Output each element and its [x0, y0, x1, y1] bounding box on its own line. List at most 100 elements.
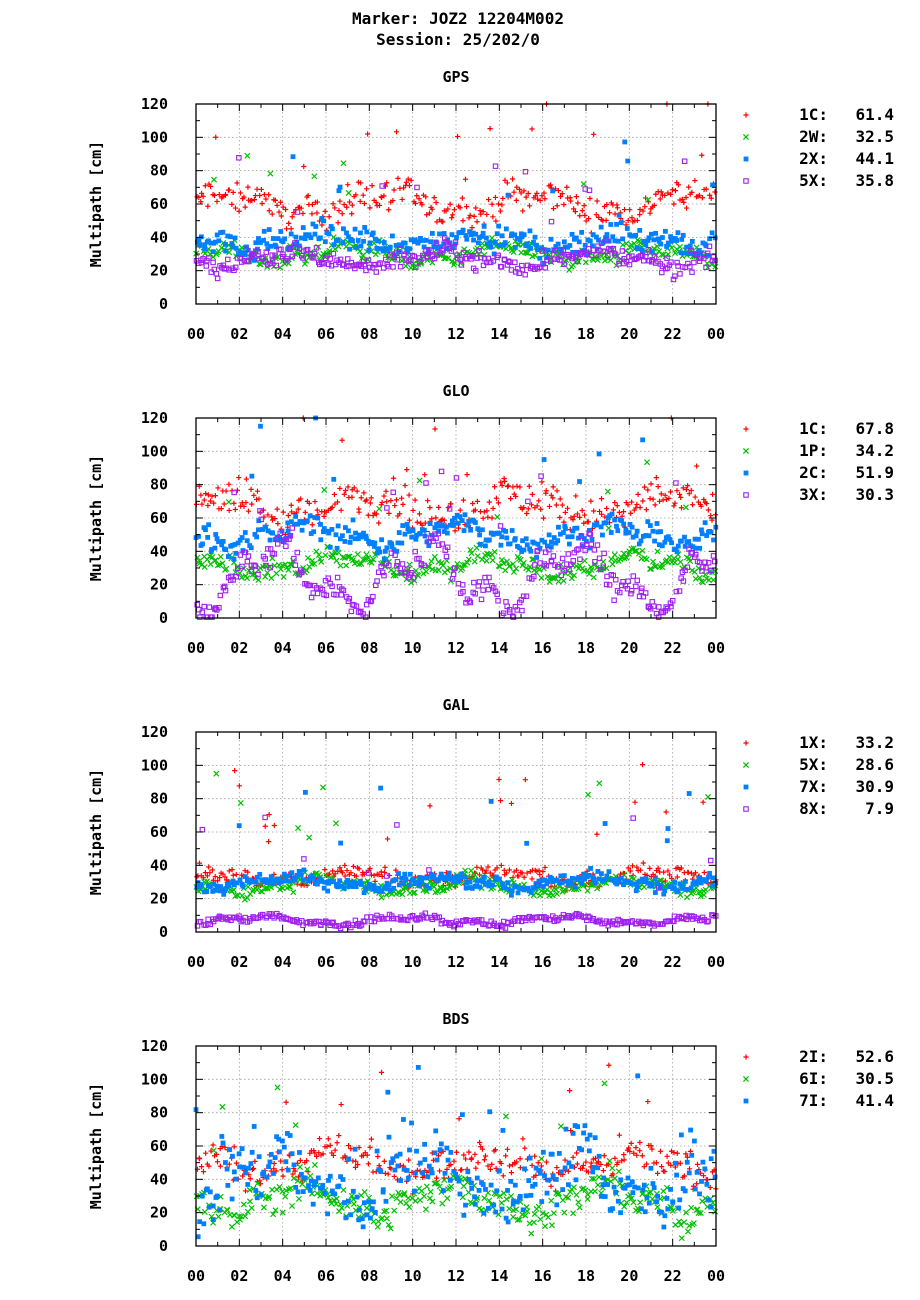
data-point	[484, 241, 490, 247]
data-point	[256, 1154, 262, 1160]
data-point	[385, 1171, 391, 1177]
data-point	[487, 126, 493, 132]
y-tick-label: 120	[141, 409, 168, 427]
data-point	[611, 551, 618, 558]
data-point	[299, 235, 304, 241]
data-point	[347, 246, 352, 252]
data-point	[382, 1170, 388, 1176]
data-point	[393, 129, 400, 135]
data-point	[601, 550, 607, 557]
data-point	[635, 1185, 641, 1191]
data-point	[543, 488, 549, 494]
data-point	[508, 495, 514, 502]
data-point	[352, 226, 358, 232]
data-point	[459, 518, 465, 523]
marker-title: Marker: JOZ2 12204M002	[352, 9, 564, 28]
x-tick-label: 16	[534, 639, 552, 657]
data-point	[358, 230, 363, 236]
data-point	[520, 208, 526, 214]
data-point	[481, 509, 487, 515]
data-point	[615, 1168, 622, 1175]
data-point	[634, 528, 640, 534]
data-point	[476, 1187, 482, 1193]
data-point	[399, 495, 405, 501]
data-point	[304, 518, 310, 524]
data-point	[706, 243, 713, 250]
data-point	[386, 510, 392, 516]
data-point	[681, 199, 687, 205]
data-point	[505, 1219, 511, 1225]
data-point	[611, 1175, 618, 1182]
data-point	[603, 236, 610, 243]
data-point	[256, 496, 262, 502]
data-point	[280, 573, 287, 580]
legend-name: 7X:	[799, 777, 828, 796]
data-point	[232, 205, 239, 211]
data-point	[656, 604, 662, 610]
data-point	[413, 1170, 418, 1176]
data-point	[645, 238, 651, 244]
data-point	[605, 1182, 610, 1187]
data-point	[353, 192, 359, 198]
data-point	[529, 889, 534, 895]
data-point	[275, 521, 281, 527]
data-point	[198, 199, 204, 205]
data-point	[453, 1149, 460, 1155]
data-point	[426, 867, 432, 873]
data-point	[206, 864, 212, 870]
data-point	[231, 1144, 237, 1150]
data-point	[340, 1177, 346, 1182]
data-point	[630, 1190, 636, 1196]
data-point	[432, 426, 438, 432]
data-point	[249, 1149, 255, 1155]
data-point	[577, 479, 582, 484]
data-point	[250, 1165, 257, 1172]
data-point	[633, 533, 639, 539]
data-point	[287, 245, 293, 252]
panel-title: GAL	[442, 696, 469, 714]
data-point	[559, 250, 565, 256]
data-point	[391, 1173, 397, 1180]
data-point	[442, 255, 449, 262]
legend-item-1C: 1C: 61.4	[743, 105, 894, 124]
data-point	[217, 592, 224, 599]
data-point	[630, 815, 636, 821]
data-point	[555, 187, 561, 194]
data-point	[459, 230, 465, 235]
data-point	[390, 233, 395, 239]
data-point	[280, 1173, 286, 1179]
data-point	[642, 1209, 648, 1215]
data-point	[309, 211, 315, 217]
data-point	[455, 525, 462, 531]
legend-marker	[743, 740, 749, 746]
data-point	[517, 1156, 523, 1162]
data-point	[466, 1149, 472, 1155]
data-point	[326, 1177, 331, 1183]
data-point	[694, 1181, 700, 1187]
data-point	[266, 227, 272, 232]
data-point	[528, 245, 533, 251]
data-point	[417, 258, 423, 265]
data-point	[632, 799, 638, 805]
data-point	[273, 262, 280, 269]
data-point	[557, 193, 564, 200]
data-point	[211, 500, 217, 506]
data-point	[396, 882, 402, 888]
data-point	[490, 258, 497, 264]
data-point	[327, 256, 334, 262]
data-point	[534, 555, 539, 560]
data-point	[570, 1154, 576, 1160]
data-point	[197, 1219, 203, 1225]
data-point	[471, 237, 476, 243]
data-point	[210, 1217, 216, 1222]
data-point	[557, 1123, 564, 1130]
data-point	[278, 246, 284, 253]
data-point	[299, 527, 305, 533]
data-point	[502, 478, 508, 484]
data-point	[348, 534, 354, 540]
data-point	[253, 1188, 259, 1193]
data-point	[439, 1200, 446, 1207]
data-point	[296, 1163, 304, 1170]
data-point	[288, 226, 294, 232]
data-point	[214, 232, 220, 238]
